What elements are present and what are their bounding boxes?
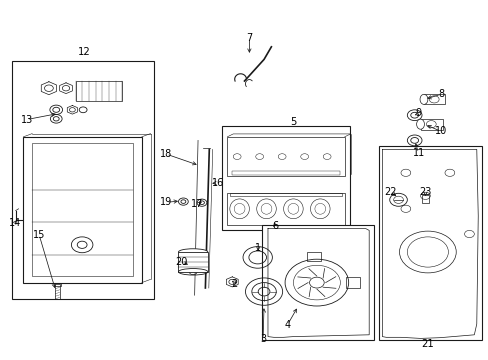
Text: 20: 20 [175,257,188,267]
Bar [421,195,428,203]
Text: 17: 17 [191,199,203,210]
Text: 6: 6 [272,221,278,231]
Bar [222,126,349,230]
Text: 10: 10 [434,126,447,136]
Text: 2: 2 [231,279,237,289]
Text: 5: 5 [289,117,296,127]
Bar [55,284,60,299]
Bar [232,171,339,175]
Text: 21: 21 [421,339,433,349]
Bar [346,277,359,288]
Text: 19: 19 [160,197,172,207]
Text: 14: 14 [8,218,21,228]
Text: 23: 23 [418,186,431,197]
Bar [420,119,442,130]
Text: 3: 3 [260,334,265,344]
Text: 18: 18 [160,149,172,159]
Text: 13: 13 [20,114,33,125]
Bar [229,193,342,196]
Bar [76,81,122,101]
Text: 12: 12 [78,47,90,57]
Text: 7: 7 [246,33,252,43]
Bar [32,143,133,276]
Text: 22: 22 [383,186,396,197]
Bar [423,94,444,104]
Bar [23,137,142,283]
Text: 9: 9 [415,108,421,118]
Text: 1: 1 [255,243,261,253]
Text: 8: 8 [437,89,443,99]
Ellipse shape [416,119,424,129]
Bar [12,61,154,299]
Bar [54,283,61,286]
Bar [227,137,344,176]
Bar [178,252,207,272]
Ellipse shape [178,249,207,255]
Ellipse shape [419,94,427,104]
Text: 15: 15 [33,230,45,240]
Text: 11: 11 [411,148,424,158]
Bar [306,252,320,261]
Bar [227,193,344,225]
Bar [378,146,481,340]
Bar [261,225,373,340]
Text: 16: 16 [211,178,224,188]
Text: 4: 4 [284,320,290,330]
